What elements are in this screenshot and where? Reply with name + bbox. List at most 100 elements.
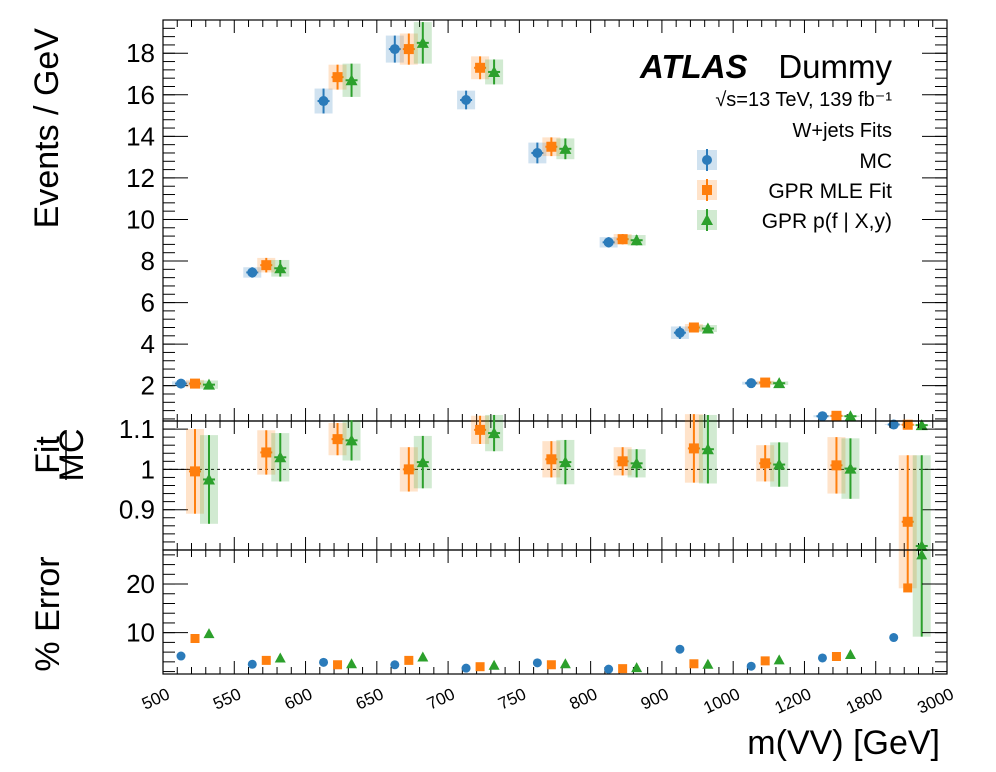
main-point bbox=[190, 378, 200, 389]
error-point bbox=[631, 662, 643, 673]
main-point bbox=[888, 419, 899, 430]
error-point bbox=[203, 628, 215, 639]
ratio-y-axis-denominator: MC bbox=[53, 429, 91, 482]
main-point bbox=[817, 411, 828, 422]
ratio-point bbox=[261, 447, 272, 458]
error-point bbox=[903, 583, 913, 593]
error-point bbox=[916, 549, 928, 560]
ratio-point bbox=[630, 457, 643, 469]
main-point bbox=[902, 419, 913, 430]
ratio-point bbox=[345, 434, 358, 446]
x-tick-label: 700 bbox=[424, 684, 458, 713]
ratio-point bbox=[773, 458, 786, 470]
ratio-point bbox=[546, 454, 557, 465]
main-point bbox=[617, 234, 628, 245]
ratio-point bbox=[688, 443, 699, 454]
error-y-axis-label: % Error bbox=[29, 556, 67, 671]
ratio-point bbox=[915, 539, 928, 551]
ratio-panel: 0.9 1 1.1 bbox=[119, 414, 948, 637]
main-y-tick-label: 12 bbox=[126, 163, 155, 193]
main-point bbox=[261, 260, 272, 271]
error-point bbox=[831, 651, 841, 661]
main-y-tick-label: 4 bbox=[141, 329, 155, 359]
ratio-y-tick-label: 1 bbox=[141, 454, 155, 484]
legend-label: MC bbox=[859, 150, 892, 173]
error-point bbox=[461, 663, 471, 673]
error-point bbox=[844, 649, 856, 660]
main-panel: 2 4 6 8 10 12 14 16 18 bbox=[126, 19, 948, 431]
main-y-tick-label: 10 bbox=[126, 204, 155, 234]
x-tick-label: 3000 bbox=[914, 684, 956, 717]
error-point bbox=[604, 664, 614, 674]
ratio-point bbox=[403, 464, 414, 475]
main-point bbox=[389, 44, 400, 55]
error-point bbox=[319, 657, 329, 667]
energy-label: √s=13 TeV, 139 fb⁻¹ bbox=[715, 89, 892, 111]
ratio-y-axis-numerator: Fit bbox=[29, 436, 67, 474]
main-point bbox=[176, 378, 186, 389]
ratio-point bbox=[416, 456, 429, 468]
x-axis-label: m(VV) [GeV] bbox=[747, 724, 940, 762]
main-point bbox=[488, 65, 501, 77]
error-point bbox=[475, 662, 485, 672]
error-point bbox=[390, 660, 400, 670]
legend-marker bbox=[702, 185, 712, 195]
legend-marker bbox=[702, 155, 712, 165]
x-axis: 500 550 600 650 700 750 800 900 1000 1200 1800 3000 bbox=[139, 684, 957, 717]
error-point bbox=[618, 664, 628, 674]
x-tick-label: 900 bbox=[638, 684, 672, 713]
main-y-axis-label: Events / GeV bbox=[28, 28, 66, 229]
error-y-tick-label: 20 bbox=[126, 569, 155, 599]
ratio-point bbox=[617, 456, 628, 467]
error-point bbox=[417, 651, 429, 662]
main-point bbox=[674, 327, 685, 338]
main-y-tick-label: 6 bbox=[141, 288, 155, 318]
ratio-point bbox=[274, 451, 287, 463]
main-point bbox=[746, 378, 757, 389]
main-point bbox=[701, 322, 714, 334]
error-point bbox=[773, 654, 785, 665]
ratio-point bbox=[831, 460, 842, 471]
error-point bbox=[675, 644, 685, 654]
main-point bbox=[332, 72, 343, 83]
ratio-point bbox=[760, 458, 771, 469]
atlas-label: ATLAS bbox=[639, 48, 748, 85]
error-point bbox=[274, 652, 286, 663]
ratio-point bbox=[559, 456, 572, 468]
error-point bbox=[702, 658, 714, 669]
error-y-tick-label: 10 bbox=[126, 618, 155, 648]
ratio-point bbox=[488, 427, 501, 439]
main-point bbox=[475, 62, 486, 73]
x-tick-label: 800 bbox=[567, 684, 601, 713]
main-y-tick-label: 2 bbox=[141, 371, 155, 401]
main-point bbox=[630, 234, 643, 246]
main-point bbox=[461, 94, 472, 105]
main-point bbox=[416, 36, 429, 48]
error-point bbox=[889, 633, 899, 643]
ratio-point bbox=[844, 462, 857, 474]
error-point bbox=[488, 659, 500, 670]
main-point bbox=[688, 322, 699, 333]
ratio-y-tick-label: 0.9 bbox=[119, 495, 155, 525]
main-point bbox=[203, 378, 215, 390]
legend-label: GPR p(f | X,y) bbox=[762, 210, 892, 233]
x-tick-label: 550 bbox=[210, 684, 244, 713]
error-point bbox=[760, 656, 770, 666]
x-tick-label: 1800 bbox=[843, 684, 885, 717]
main-point bbox=[603, 237, 614, 248]
ratio-point bbox=[332, 434, 343, 445]
main-y-tick-label: 18 bbox=[126, 38, 155, 68]
main-point bbox=[773, 377, 786, 389]
legend: MC GPR MLE Fit GPR p(f | X,y) bbox=[697, 149, 892, 233]
ratio-point bbox=[190, 466, 200, 477]
dummy-label: Dummy bbox=[778, 48, 892, 85]
ratio-point bbox=[701, 443, 714, 455]
error-point bbox=[532, 658, 542, 668]
error-point bbox=[817, 653, 827, 663]
ratio-point bbox=[203, 473, 215, 485]
ratio-y-tick-label: 1.1 bbox=[119, 414, 155, 444]
error-point bbox=[261, 655, 271, 665]
main-y-tick-label: 8 bbox=[141, 246, 155, 276]
x-tick-label: 500 bbox=[139, 684, 173, 713]
error-frame bbox=[162, 549, 948, 675]
